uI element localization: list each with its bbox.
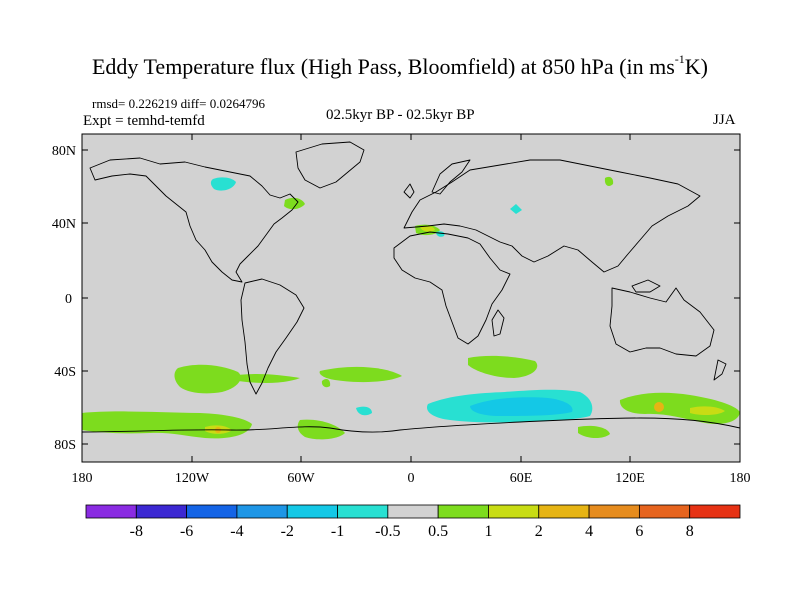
- coastline: [431, 159, 471, 195]
- anomaly-contours: [82, 176, 740, 440]
- axis-ticks: [82, 134, 740, 462]
- lon-label: 60W: [287, 471, 315, 486]
- colorbar-swatch: [135, 504, 188, 519]
- title-main: Eddy Temperature flux (High Pass, Bloomf…: [91, 54, 675, 79]
- colorbar-swatch: [85, 504, 137, 519]
- anomaly-region: [319, 366, 402, 383]
- colorbar-label: -8: [130, 523, 143, 540]
- lat-label: 40S: [54, 365, 76, 380]
- colorbar-swatch: [337, 504, 389, 519]
- anomaly-region: [468, 355, 538, 378]
- colorbar: -8 -6 -4 -2 -1 -0.5 0.5 1 2 4 6 8: [85, 504, 741, 540]
- chart-title: Eddy Temperature flux (High Pass, Bloomf…: [0, 52, 800, 80]
- colorbar-swatch: [286, 504, 338, 519]
- colorbar-swatch: [387, 504, 439, 519]
- anomaly-region: [297, 419, 345, 440]
- coastline: [631, 279, 661, 293]
- anomaly-region: [654, 402, 664, 412]
- anomaly-region: [284, 197, 305, 210]
- lon-label: 120E: [615, 471, 645, 486]
- colorbar-label: 2: [535, 523, 543, 540]
- anomaly-region: [321, 378, 331, 388]
- anomaly-region: [578, 425, 610, 439]
- anomaly-region: [470, 397, 573, 416]
- colorbar-label: -4: [230, 523, 243, 540]
- lat-label: 0: [65, 292, 72, 307]
- season-label: JJA: [713, 112, 736, 128]
- lon-label: 120W: [175, 471, 210, 486]
- coastline: [393, 231, 511, 345]
- lon-label: 180: [72, 471, 93, 486]
- anomaly-region: [619, 392, 740, 424]
- coastlines: [81, 141, 741, 433]
- lat-label: 80S: [54, 438, 76, 453]
- anomaly-region: [690, 406, 725, 416]
- anomaly-region: [174, 364, 241, 394]
- colorbar-swatch: [236, 504, 288, 519]
- period-label: 02.5kyr BP - 02.5kyr BP: [326, 107, 475, 123]
- anomaly-region: [356, 406, 372, 416]
- title-end: K): [684, 54, 708, 79]
- colorbar-label: 8: [686, 523, 694, 540]
- colorbar-swatch: [437, 504, 489, 519]
- lon-label: 60E: [510, 471, 533, 486]
- coastline: [403, 159, 701, 273]
- lon-label: 0: [408, 471, 415, 486]
- colorbar-label: 0.5: [428, 523, 448, 540]
- coastline: [713, 359, 727, 381]
- coastline: [81, 417, 741, 433]
- lat-label: 40N: [52, 217, 76, 232]
- coastline: [609, 287, 715, 357]
- anomaly-region: [210, 177, 236, 191]
- experiment-label: Expt = temhd-temfd: [83, 113, 205, 129]
- anomaly-region: [604, 176, 614, 186]
- colorbar-label: 6: [635, 523, 643, 540]
- title-superscript: -1: [674, 52, 685, 66]
- coastline: [240, 278, 305, 395]
- colorbar-label: -1: [331, 523, 344, 540]
- coastline: [491, 309, 505, 337]
- anomaly-region: [510, 204, 522, 214]
- colorbar-swatch: [588, 504, 640, 519]
- stats-text: rmsd= 0.226219 diff= 0.0264796: [92, 96, 265, 111]
- map-frame: [81, 133, 741, 463]
- anomaly-region: [420, 226, 435, 232]
- coastline: [403, 183, 415, 199]
- colorbar-swatch: [186, 504, 238, 519]
- colorbar-label: -2: [281, 523, 294, 540]
- colorbar-swatch: [488, 504, 540, 519]
- colorbar-swatch: [538, 504, 590, 519]
- lon-label: 180: [730, 471, 751, 486]
- colorbar-label: 4: [585, 523, 593, 540]
- colorbar-label: 1: [484, 523, 492, 540]
- colorbar-swatch: [638, 504, 691, 519]
- anomaly-region: [225, 374, 300, 383]
- coastline: [295, 141, 365, 189]
- lat-label: 80N: [52, 144, 76, 159]
- colorbar-swatch: [689, 504, 741, 519]
- colorbar-label: -6: [180, 523, 193, 540]
- coastline: [89, 157, 299, 283]
- colorbar-label: -0.5: [375, 523, 400, 540]
